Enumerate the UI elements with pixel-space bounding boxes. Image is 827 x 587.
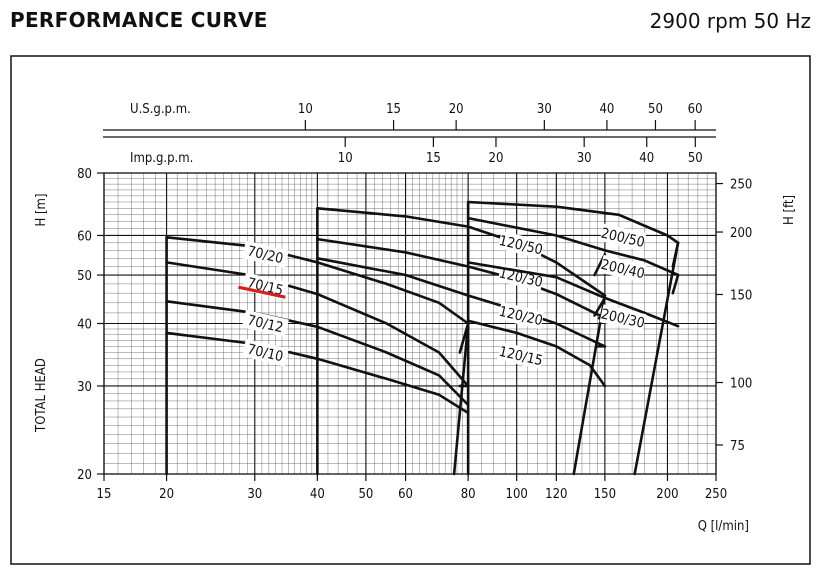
y-axis-label: H [m] bbox=[34, 193, 49, 226]
secondary-y-axis-label: H [ft] bbox=[782, 195, 797, 225]
usgpm-tick-label: 20 bbox=[449, 102, 464, 117]
curve-70-10 bbox=[165, 331, 470, 415]
curve-label-70-10: 70/10 bbox=[246, 342, 285, 366]
ft-tick-label: 100 bbox=[730, 377, 752, 392]
family-200-end-connector bbox=[671, 241, 680, 268]
usgpm-axis-label: U.S.g.p.m. bbox=[130, 102, 191, 117]
ft-tick-label: 200 bbox=[730, 226, 752, 241]
impgpm-tick-label: 10 bbox=[338, 151, 353, 166]
top-axes: U.S.g.p.m. Imp.g.p.m. 10 15 20 30 40 50 60 10 15… bbox=[103, 102, 716, 166]
curve-label-bg-200-30 bbox=[599, 304, 647, 332]
x-tick-label: 40 bbox=[310, 487, 325, 502]
impgpm-tick-label: 50 bbox=[688, 151, 703, 166]
curve-70-15 bbox=[165, 261, 470, 388]
x-tick-label: 20 bbox=[159, 487, 174, 502]
y-tick-label: 80 bbox=[77, 167, 92, 182]
curve-label-bg-70-12 bbox=[241, 309, 289, 338]
impgpm-tick-label: 40 bbox=[639, 151, 654, 166]
x-tick-label: 200 bbox=[656, 487, 678, 502]
curve-label-200-50: 200/50 bbox=[599, 225, 646, 251]
ft-tick-label: 250 bbox=[730, 178, 752, 193]
curve-label-bg-120-50 bbox=[497, 230, 545, 259]
curve-70-12 bbox=[165, 299, 470, 407]
total-head-label: TOTAL HEAD bbox=[34, 358, 49, 433]
ft-tick-label: 75 bbox=[730, 439, 745, 454]
x-tick-label: 60 bbox=[398, 487, 413, 502]
usgpm-tick-label: 10 bbox=[298, 102, 313, 117]
impgpm-tick-label: 15 bbox=[426, 151, 441, 166]
curve-200-50 bbox=[466, 200, 680, 245]
family-120-limit-line bbox=[572, 294, 607, 476]
speed-frequency-label: 2900 rpm 50 Hz bbox=[649, 9, 811, 33]
curve-label-120-15: 120/15 bbox=[497, 344, 544, 370]
curve-label-70-20: 70/20 bbox=[246, 243, 285, 267]
usgpm-tick-label: 30 bbox=[537, 102, 552, 117]
curve-label-bg-200-40 bbox=[599, 254, 647, 283]
curve-label-120-50: 120/50 bbox=[497, 233, 544, 259]
y-tick-label: 60 bbox=[77, 229, 92, 244]
usgpm-tick-label: 40 bbox=[599, 102, 614, 117]
chart-title: PERFORMANCE CURVE bbox=[10, 8, 268, 32]
family-200-end-connector bbox=[671, 273, 680, 295]
usgpm-tick-label: 15 bbox=[386, 102, 401, 117]
curve-label-120-20: 120/20 bbox=[497, 304, 544, 330]
y-tick-label: 40 bbox=[77, 318, 92, 333]
family-70-end-connector bbox=[458, 322, 470, 354]
x-tick-label: 100 bbox=[506, 487, 528, 502]
curve-label-70-12: 70/12 bbox=[246, 313, 285, 337]
highlight-underline-70-15 bbox=[238, 285, 286, 299]
y-tick-label: 30 bbox=[77, 380, 92, 395]
curve-120-15 bbox=[466, 319, 607, 388]
curve-label-bg-120-20 bbox=[497, 301, 545, 330]
family-200-limit-line bbox=[633, 241, 680, 476]
x-tick-label: 30 bbox=[247, 487, 262, 502]
curve-200-40 bbox=[466, 216, 680, 277]
curve-label-bg-70-20 bbox=[241, 240, 289, 269]
curve-70-20 bbox=[165, 236, 470, 325]
curve-label-200-40: 200/40 bbox=[599, 257, 646, 283]
x-tick-label: 50 bbox=[358, 487, 373, 502]
curve-120-50 bbox=[316, 207, 607, 297]
x-tick-label: 80 bbox=[461, 487, 476, 502]
x-tick-label: 250 bbox=[705, 487, 727, 502]
curve-label-bg-200-50 bbox=[599, 223, 647, 251]
curve-120-20 bbox=[316, 256, 607, 348]
impgpm-tick-label: 30 bbox=[577, 151, 592, 166]
ft-tick-label: 150 bbox=[730, 288, 752, 303]
x-axis-label: Q [l/min] bbox=[698, 519, 749, 534]
y-tick-label: 50 bbox=[77, 269, 92, 284]
x-tick-label: 15 bbox=[97, 487, 112, 502]
usgpm-tick-label: 50 bbox=[648, 102, 663, 117]
axes: H [m] TOTAL HEAD H [ft] Q [l/min] 15 20 30… bbox=[34, 167, 797, 534]
impgpm-tick-label: 20 bbox=[489, 151, 504, 166]
curve-label-70-15: 70/15 bbox=[246, 275, 285, 299]
y-tick-label: 20 bbox=[77, 468, 92, 483]
curve-label-bg-70-15 bbox=[241, 272, 289, 300]
x-tick-label: 150 bbox=[594, 487, 616, 502]
curve-label-bg-120-15 bbox=[497, 341, 545, 370]
curve-label-bg-70-10 bbox=[241, 338, 289, 367]
curve-120-30 bbox=[316, 237, 607, 320]
x-tick-label: 120 bbox=[545, 487, 567, 502]
usgpm-tick-label: 60 bbox=[688, 102, 703, 117]
curve-200-30 bbox=[466, 261, 680, 328]
impgpm-axis-label: Imp.g.p.m. bbox=[130, 151, 193, 166]
chart-frame bbox=[10, 55, 811, 565]
